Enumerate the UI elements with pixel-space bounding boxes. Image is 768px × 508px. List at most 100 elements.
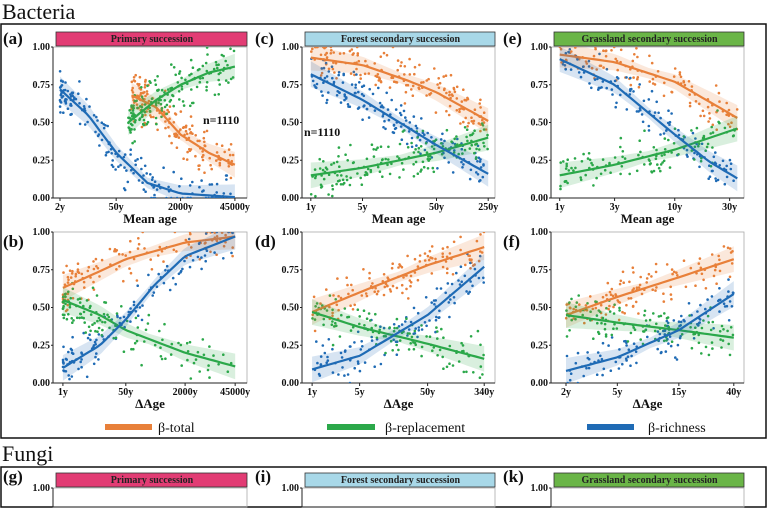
scatter-point-beta-total bbox=[137, 237, 140, 240]
scatter-point-beta-total bbox=[391, 262, 395, 266]
scatter-point-beta-total bbox=[565, 303, 568, 306]
x-tick-label: 45000y bbox=[220, 202, 250, 213]
scatter-point-beta-total bbox=[327, 67, 331, 71]
scatter-point-beta-replacement bbox=[153, 343, 157, 347]
scatter-point-beta-richness bbox=[713, 161, 717, 164]
scatter-point-beta-total bbox=[160, 250, 164, 253]
scatter-point-beta-total bbox=[594, 47, 597, 51]
scatter-point-beta-richness bbox=[395, 353, 399, 357]
scatter-point-beta-richness bbox=[423, 133, 426, 136]
scatter-point-beta-richness bbox=[679, 320, 683, 324]
scatter-point-beta-richness bbox=[187, 237, 191, 241]
scatter-point-beta-replacement bbox=[452, 151, 456, 154]
scatter-point-beta-replacement bbox=[195, 85, 199, 89]
scatter-point-beta-replacement bbox=[144, 328, 148, 332]
scatter-point-beta-replacement bbox=[388, 172, 392, 176]
scatter-point-beta-total bbox=[428, 93, 432, 96]
scatter-point-beta-replacement bbox=[448, 362, 451, 366]
scatter-point-beta-total bbox=[164, 126, 167, 130]
scatter-point-beta-total bbox=[477, 122, 481, 125]
scatter-point-beta-richness bbox=[460, 160, 463, 164]
y-tick-label: 0.25 bbox=[282, 340, 300, 351]
scatter-point-beta-replacement bbox=[448, 344, 452, 348]
scatter-point-beta-richness bbox=[62, 111, 65, 114]
scatter-point-beta-richness bbox=[567, 51, 571, 54]
scatter-point-beta-total bbox=[448, 93, 451, 97]
scatter-point-beta-replacement bbox=[426, 167, 430, 170]
scatter-point-beta-richness bbox=[119, 316, 122, 320]
scatter-point-beta-richness bbox=[482, 281, 486, 284]
scatter-point-beta-richness bbox=[117, 149, 121, 153]
scatter-point-beta-replacement bbox=[198, 80, 202, 84]
fit-line-beta-richness bbox=[62, 235, 236, 369]
scatter-point-beta-replacement bbox=[356, 308, 360, 312]
scatter-point-beta-replacement bbox=[424, 141, 428, 145]
scatter-point-beta-richness bbox=[415, 144, 418, 147]
scatter-point-beta-richness bbox=[320, 67, 324, 70]
scatter-point-beta-total bbox=[210, 167, 213, 171]
scatter-point-beta-richness bbox=[122, 315, 126, 319]
scatter-point-beta-replacement bbox=[349, 143, 352, 147]
scatter-point-beta-total bbox=[472, 122, 475, 125]
panel-a: (a) Primary succession0.000.250.500.751.0… bbox=[3, 29, 250, 226]
scatter-point-beta-richness bbox=[718, 287, 721, 290]
scatter-point-beta-richness bbox=[579, 75, 583, 79]
scatter-point-beta-total bbox=[227, 165, 231, 168]
scatter-point-beta-replacement bbox=[431, 166, 435, 170]
scatter-point-beta-replacement bbox=[451, 364, 455, 367]
scatter-point-beta-richness bbox=[58, 86, 62, 89]
scatter-point-beta-total bbox=[669, 293, 673, 296]
scatter-point-beta-total bbox=[218, 163, 222, 167]
scatter-point-beta-richness bbox=[93, 340, 97, 344]
scatter-point-beta-richness bbox=[188, 265, 192, 269]
scatter-point-beta-richness bbox=[365, 107, 369, 111]
scatter-point-beta-richness bbox=[679, 324, 682, 327]
scatter-point-beta-richness bbox=[363, 361, 367, 364]
scatter-point-beta-richness bbox=[728, 300, 732, 303]
scatter-point-beta-replacement bbox=[565, 164, 568, 168]
scatter-point-beta-richness bbox=[134, 159, 137, 162]
legend-label-beta-replacement: β-replacement bbox=[385, 421, 465, 436]
scatter-point-beta-richness bbox=[78, 80, 81, 83]
scatter-point-beta-replacement bbox=[574, 317, 577, 321]
scatter-point-beta-richness bbox=[459, 265, 463, 269]
scatter-point-beta-total bbox=[92, 280, 95, 284]
scatter-point-beta-richness bbox=[358, 369, 362, 373]
scatter-point-beta-total bbox=[208, 156, 211, 160]
scatter-point-beta-richness bbox=[615, 101, 618, 105]
scatter-point-beta-total bbox=[662, 300, 666, 303]
plot-frame bbox=[52, 487, 248, 508]
scatter-point-beta-replacement bbox=[140, 95, 144, 98]
scatter-point-beta-richness bbox=[685, 148, 689, 152]
scatter-point-beta-replacement bbox=[213, 93, 217, 97]
scatter-point-beta-richness bbox=[625, 108, 629, 111]
scatter-point-beta-replacement bbox=[618, 306, 621, 310]
scatter-point-beta-replacement bbox=[163, 91, 166, 94]
scatter-point-beta-richness bbox=[576, 351, 580, 355]
scatter-point-beta-total bbox=[678, 71, 682, 74]
scatter-point-beta-replacement bbox=[94, 329, 97, 333]
scatter-point-beta-replacement bbox=[132, 106, 135, 110]
ci-band-beta-total bbox=[559, 47, 738, 131]
scatter-point-beta-total bbox=[670, 90, 674, 94]
scatter-point-beta-total bbox=[717, 91, 721, 95]
scatter-point-beta-richness bbox=[141, 181, 144, 184]
scatter-point-beta-richness bbox=[200, 267, 203, 271]
scatter-point-beta-richness bbox=[723, 182, 727, 186]
fit-line-beta-replacement bbox=[310, 136, 489, 177]
scatter-point-beta-richness bbox=[394, 340, 398, 344]
ci-band-beta-total bbox=[62, 232, 236, 301]
scatter-point-beta-richness bbox=[382, 126, 385, 129]
scatter-point-beta-replacement bbox=[570, 318, 573, 322]
scatter-point-beta-total bbox=[470, 120, 474, 123]
scatter-point-beta-total bbox=[679, 75, 683, 79]
scatter-point-beta-replacement bbox=[322, 323, 325, 327]
scatter-point-beta-richness bbox=[399, 125, 403, 128]
scatter-point-beta-replacement bbox=[198, 370, 201, 373]
panel-label: (g) bbox=[3, 467, 23, 486]
scatter-point-beta-replacement bbox=[61, 313, 65, 317]
scatter-point-beta-replacement bbox=[566, 158, 569, 161]
scatter-point-beta-replacement bbox=[565, 335, 569, 338]
scatter-point-beta-richness bbox=[672, 319, 676, 322]
scatter-point-beta-replacement bbox=[570, 297, 573, 301]
